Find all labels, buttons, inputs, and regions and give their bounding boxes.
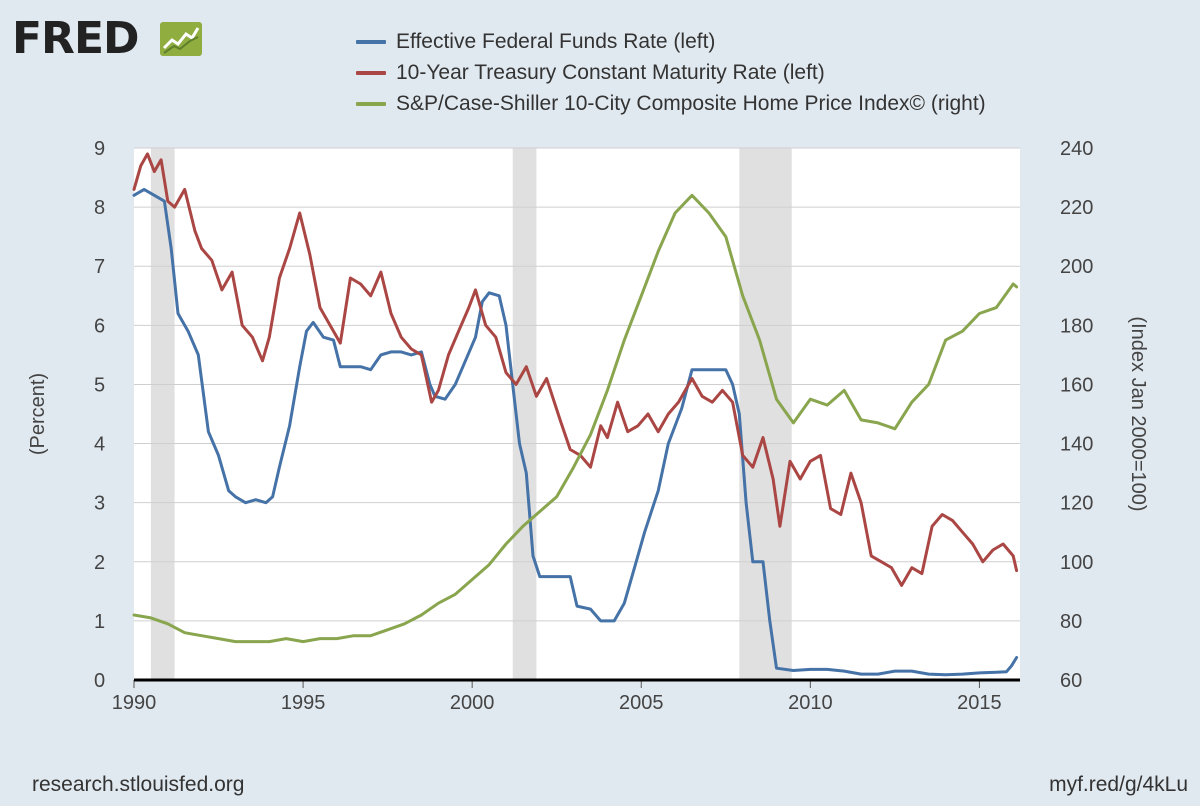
- y-left-axis-title: (Percent): [27, 373, 49, 455]
- plot-area: [134, 148, 1020, 680]
- y-left-tick-label-9: 9: [94, 138, 105, 160]
- y-left-tick-label-0: 0: [94, 670, 105, 692]
- legend-label-fedfunds: Effective Federal Funds Rate (left): [396, 30, 716, 53]
- y-left-tick-label-7: 7: [94, 256, 105, 278]
- y-right-tick-label-7: 200: [1060, 256, 1093, 278]
- y-right-tick-label-2: 100: [1060, 552, 1093, 574]
- series-line-0: [132, 187, 1019, 677]
- x-tick-label-2: 2000: [450, 692, 495, 714]
- y-left-tick-label-1: 1: [94, 611, 105, 633]
- legend-swatch-treasury: [356, 70, 386, 75]
- x-tick-label-1: 1995: [281, 692, 326, 714]
- fred-graph-icon: [160, 22, 202, 56]
- y-left-tick-label-6: 6: [94, 315, 105, 337]
- y-right-tick-label-1: 80: [1060, 611, 1082, 633]
- legend-item-fedfunds: Effective Federal Funds Rate (left): [356, 26, 986, 57]
- legend-item-treasury: 10-Year Treasury Constant Maturity Rate …: [356, 57, 986, 88]
- short-link[interactable]: myf.red/g/4kLu: [1049, 773, 1188, 796]
- fred-logo: FRED: [12, 13, 140, 64]
- x-tick-label-4: 2010: [788, 692, 833, 714]
- y-right-tick-label-6: 180: [1060, 315, 1093, 337]
- y-right-tick-label-9: 240: [1060, 138, 1093, 160]
- y-right-axis-title: (Index Jan 2000=100): [1127, 316, 1149, 511]
- series-line-1: [132, 152, 1019, 587]
- legend-label-caseshiller: S&P/Case-Shiller 10-City Composite Home …: [396, 92, 986, 115]
- recession-band-1: [512, 148, 537, 680]
- source-url[interactable]: research.stlouisfed.org: [32, 773, 245, 796]
- y-left-tick-label-4: 4: [94, 434, 105, 456]
- legend-swatch-fedfunds: [356, 39, 386, 44]
- y-right-tick-label-3: 120: [1060, 493, 1093, 515]
- x-tick-label-0: 1990: [112, 692, 157, 714]
- legend-item-caseshiller: S&P/Case-Shiller 10-City Composite Home …: [356, 88, 986, 119]
- recession-band-0: [150, 148, 175, 680]
- y-left-tick-label-2: 2: [94, 552, 105, 574]
- y-right-tick-label-8: 220: [1060, 197, 1093, 219]
- y-left-tick-label-8: 8: [94, 197, 105, 219]
- legend-swatch-caseshiller: [356, 101, 386, 106]
- legend-label-treasury: 10-Year Treasury Constant Maturity Rate …: [396, 61, 825, 84]
- y-left-tick-label-3: 3: [94, 493, 105, 515]
- recession-band-2: [739, 148, 792, 680]
- series-line-2: [132, 193, 1019, 644]
- x-tick-label-3: 2005: [619, 692, 664, 714]
- y-right-tick-label-4: 140: [1060, 434, 1093, 456]
- y-left-tick-label-5: 5: [94, 374, 105, 396]
- chart-legend: Effective Federal Funds Rate (left) 10-Y…: [356, 26, 986, 119]
- x-tick-label-5: 2015: [957, 692, 1002, 714]
- y-right-tick-label-0: 60: [1060, 670, 1082, 692]
- y-right-tick-label-5: 160: [1060, 374, 1093, 396]
